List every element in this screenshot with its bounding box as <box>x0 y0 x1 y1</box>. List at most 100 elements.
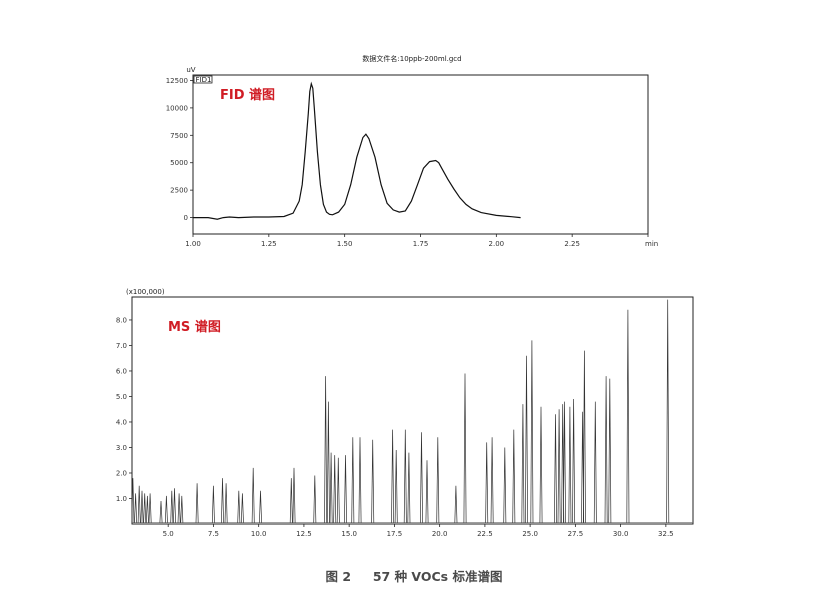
ms-peak <box>485 442 489 523</box>
ms-peak <box>195 483 199 523</box>
ms-x-tick-label: 25.0 <box>522 530 538 538</box>
ms-peak <box>326 401 330 523</box>
ms-y-tick-label: 4.0 <box>116 418 127 426</box>
ms-peak <box>557 409 561 523</box>
ms-peak <box>593 401 597 523</box>
ms-peak <box>173 488 176 523</box>
fid-x-tick-label: 1.00 <box>185 240 201 248</box>
fid-legend-label: FID1 <box>196 76 212 84</box>
ms-peak <box>324 376 328 523</box>
ms-chart: (x100,000) MS 谱图 1.0 2.0 3.0 4.0 5.0 6.0 7.0 8.… <box>116 288 694 538</box>
ms-peak <box>463 373 467 523</box>
ms-peak <box>164 495 168 523</box>
ms-tag: MS 谱图 <box>168 319 221 335</box>
ms-peak <box>391 429 395 523</box>
ms-peak <box>563 401 566 523</box>
ms-peak <box>407 452 411 523</box>
fid-legend-box <box>193 75 213 84</box>
ms-peak <box>626 309 630 523</box>
ms-peak <box>134 493 138 523</box>
ms-peak <box>351 437 355 523</box>
ms-y-tick-label: 2.0 <box>116 469 127 477</box>
ms-plot-frame <box>131 296 694 525</box>
ms-peak <box>503 447 507 523</box>
ms-peak <box>148 493 152 523</box>
ms-peak <box>329 452 333 523</box>
figure-caption: 图 2 57 种 VOCs 标准谱图 <box>326 569 503 584</box>
ms-peak <box>224 483 228 523</box>
ms-peak <box>358 437 362 523</box>
fid-series-line <box>193 81 521 220</box>
ms-peak <box>512 429 516 523</box>
ms-x-tick-label: 15.0 <box>341 530 357 538</box>
ms-x-axis: 5.0 7.5 10.0 12.5 15.0 17.5 20.0 22.5 25.0 27.5 30… <box>163 524 674 538</box>
fid-chart: 数据文件名:10ppb-200ml.gcd uV FID1 FID 谱图 125… <box>166 54 658 248</box>
ms-x-tick-label: 10.0 <box>251 530 267 538</box>
ms-y-tick-label: 8.0 <box>116 316 127 324</box>
ms-peak <box>572 398 576 523</box>
ms-peak <box>394 449 398 523</box>
ms-peak <box>131 478 135 523</box>
ms-peak <box>530 340 534 523</box>
ms-x-tick-label: 7.5 <box>208 530 219 538</box>
ms-peak <box>420 432 423 523</box>
ms-peak <box>259 490 262 523</box>
ms-peak <box>143 493 147 523</box>
fid-y-tick-label: 0 <box>184 214 188 222</box>
ms-peak <box>371 439 375 523</box>
ms-x-tick-label: 30.0 <box>613 530 629 538</box>
ms-y-tick-label: 5.0 <box>116 393 127 401</box>
fid-y-tick-label: 7500 <box>170 132 188 140</box>
ms-peak <box>582 350 586 523</box>
ms-peak <box>221 478 224 523</box>
ms-peaks <box>131 299 693 524</box>
ms-peak <box>313 475 317 523</box>
ms-peak <box>425 460 429 523</box>
fid-y-unit: uV <box>186 66 195 74</box>
ms-peak <box>568 406 572 523</box>
fid-x-unit: min <box>645 240 658 248</box>
ms-peak <box>604 376 608 523</box>
fid-x-tick-label: 1.75 <box>413 240 429 248</box>
ms-peak <box>159 500 163 523</box>
ms-peak <box>454 485 458 523</box>
ms-peak <box>170 490 174 523</box>
ms-y-tick-label: 7.0 <box>116 342 127 350</box>
fid-x-tick-label: 1.25 <box>261 240 277 248</box>
ms-peak <box>237 490 241 523</box>
ms-x-tick-label: 5.0 <box>163 530 174 538</box>
ms-peak <box>177 493 181 523</box>
fid-tag: FID 谱图 <box>220 87 275 103</box>
ms-peak <box>336 457 340 523</box>
ms-peak <box>344 455 347 523</box>
ms-peak <box>436 437 440 523</box>
ms-x-tick-label: 17.5 <box>387 530 403 538</box>
ms-y-tick-label: 3.0 <box>116 444 127 452</box>
ms-peak <box>521 404 525 523</box>
fid-x-axis: 1.00 1.25 1.50 1.75 2.00 2.25 <box>185 234 649 248</box>
ms-peak <box>539 406 543 523</box>
ms-peak <box>292 467 296 523</box>
fid-y-tick-label: 12500 <box>166 77 188 85</box>
ms-peak <box>180 495 184 523</box>
fid-y-tick-label: 10000 <box>166 104 188 112</box>
ms-peak <box>289 478 293 523</box>
ms-peak <box>240 493 244 523</box>
ms-y-tick-label: 1.0 <box>116 495 127 503</box>
ms-peak <box>333 455 337 523</box>
fid-y-tick-label: 5000 <box>170 159 188 167</box>
ms-peak <box>666 299 670 523</box>
ms-x-tick-label: 20.0 <box>432 530 448 538</box>
ms-peak <box>554 414 557 523</box>
ms-x-tick-label: 12.5 <box>296 530 312 538</box>
fid-x-tick-label: 1.50 <box>337 240 353 248</box>
ms-peak <box>490 437 494 523</box>
ms-x-tick-label: 22.5 <box>477 530 493 538</box>
ms-x-tick-label: 32.5 <box>658 530 674 538</box>
fid-y-tick-label: 2500 <box>170 187 188 195</box>
ms-peak <box>211 485 215 523</box>
ms-y-axis: 1.0 2.0 3.0 4.0 5.0 6.0 7.0 8.0 <box>116 316 132 503</box>
ms-peak <box>608 378 612 523</box>
ms-peak <box>251 467 255 523</box>
